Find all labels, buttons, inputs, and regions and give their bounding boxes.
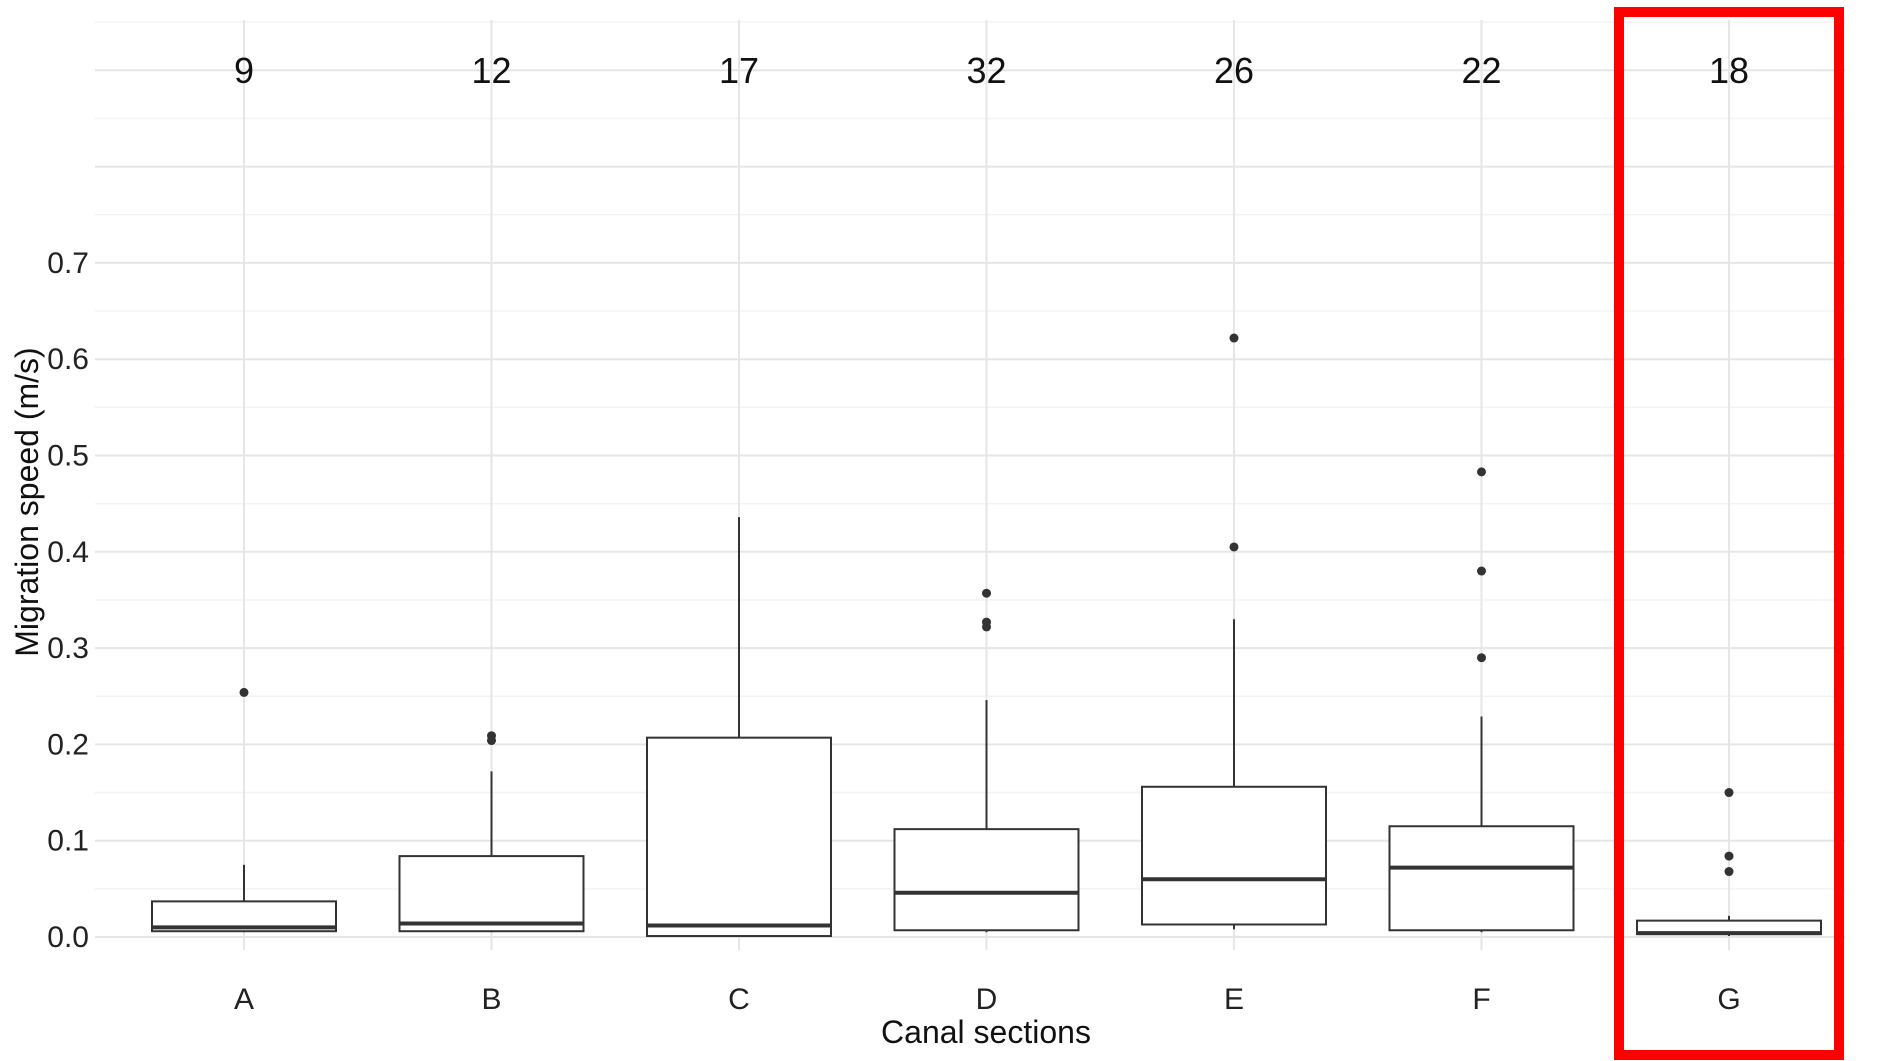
count-label: 22 — [1461, 50, 1501, 91]
x-tick-label: B — [481, 983, 501, 1016]
x-tick-label: D — [976, 983, 998, 1016]
y-tick-label: 0.6 — [47, 343, 89, 376]
outlier-point — [1724, 788, 1734, 798]
box-D — [893, 588, 1080, 933]
box-body — [398, 855, 585, 933]
y-tick-label: 0.5 — [47, 440, 89, 473]
box-body — [893, 828, 1080, 932]
count-label: 12 — [471, 50, 511, 91]
count-label: 18 — [1709, 50, 1749, 91]
x-tick-label: A — [234, 983, 254, 1016]
outlier-point — [1724, 851, 1734, 861]
count-label: 17 — [719, 50, 759, 91]
x-tick-label: G — [1717, 983, 1740, 1016]
y-tick-label: 0.2 — [47, 728, 89, 761]
y-tick-labels: 0.0 0.1 0.2 0.3 0.4 0.5 0.6 0.7 — [47, 247, 89, 954]
box-E — [1141, 333, 1327, 930]
outlier-point — [982, 588, 991, 598]
count-label: 9 — [234, 50, 254, 91]
outlier-point — [487, 731, 496, 741]
box-B — [398, 731, 585, 933]
box-G — [1636, 788, 1822, 937]
y-tick-label: 0.3 — [47, 632, 89, 665]
x-tick-label: E — [1224, 983, 1244, 1016]
highlight-rectangle — [1614, 7, 1844, 1060]
count-label: 26 — [1214, 50, 1254, 91]
highlight-box — [1614, 7, 1844, 1060]
box-body — [646, 736, 832, 938]
y-tick-label: 0.4 — [47, 536, 89, 569]
outlier-point — [982, 617, 991, 627]
x-tick-label: F — [1472, 983, 1490, 1016]
box-C — [646, 517, 832, 938]
x-tick-labels: A B C D E F G — [234, 983, 1741, 1016]
grid — [95, 20, 1845, 950]
outlier-point — [1477, 653, 1486, 663]
box-A — [151, 687, 337, 933]
outlier-point — [239, 687, 249, 697]
outlier-point — [1724, 867, 1734, 877]
outlier-point — [1229, 542, 1239, 552]
x-tick-label: C — [728, 983, 750, 1016]
boxes — [151, 333, 1822, 938]
box-F — [1388, 467, 1575, 933]
outlier-point — [1477, 566, 1486, 576]
y-tick-label: 0.0 — [47, 921, 89, 954]
x-axis-title: Canal sections — [881, 1014, 1091, 1050]
count-label: 32 — [966, 50, 1006, 91]
y-tick-label: 0.1 — [47, 825, 89, 858]
box-body — [1141, 785, 1327, 926]
box-body — [1388, 825, 1575, 932]
outlier-point — [1477, 467, 1486, 477]
count-labels: 9 12 17 32 26 22 18 — [234, 50, 1749, 91]
outlier-point — [1229, 333, 1239, 343]
y-axis-title: Migration speed (m/s) — [9, 347, 45, 656]
y-tick-label: 0.7 — [47, 247, 89, 280]
